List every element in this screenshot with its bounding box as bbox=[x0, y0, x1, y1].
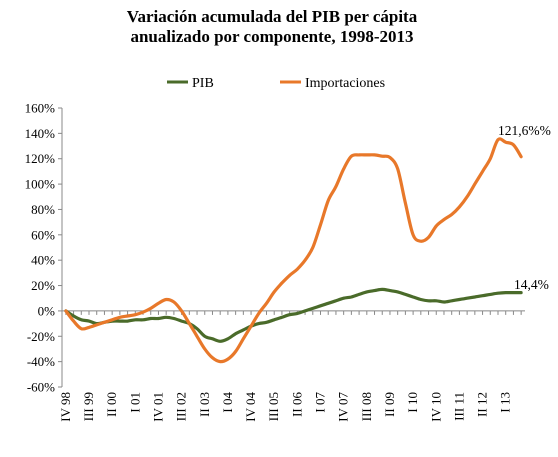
x-tick-label: I 13 bbox=[498, 392, 513, 413]
x-tick-label: I 01 bbox=[127, 392, 142, 413]
x-tick-label: IV 07 bbox=[336, 392, 351, 422]
x-tick-label: III 08 bbox=[359, 392, 374, 421]
y-tick-label: 160% bbox=[25, 101, 56, 116]
x-tick-label: IV 04 bbox=[243, 392, 258, 422]
x-axis: IV 98 III 99 II 00 I 01 IV 01 III 02 II 03 I 04… bbox=[58, 310, 525, 422]
series-line-importaciones bbox=[64, 137, 523, 364]
annotation-importaciones: 121,6%% bbox=[498, 123, 551, 138]
legend-importaciones-label: Importaciones bbox=[305, 76, 385, 91]
x-tick-label: IV 10 bbox=[428, 392, 443, 422]
x-tick-label: IV 98 bbox=[58, 392, 73, 422]
y-tick-label: 40% bbox=[31, 253, 55, 268]
x-tick-label: III 99 bbox=[81, 392, 96, 421]
y-tick-label: 100% bbox=[25, 177, 56, 192]
x-tick-label: I 10 bbox=[405, 392, 420, 413]
x-tick-label: I 04 bbox=[220, 392, 235, 413]
x-tick-label: III 11 bbox=[451, 392, 466, 421]
y-tick-label: 60% bbox=[31, 227, 55, 242]
x-tick-label: II 00 bbox=[104, 392, 119, 417]
y-tick-label: 0% bbox=[38, 303, 56, 318]
y-axis: -60% -40% -20% 0% 20% 40% 60% 80% 100% 120% 140% 16… bbox=[25, 101, 63, 395]
x-tick-label: IV 01 bbox=[150, 392, 165, 422]
y-tick-label: -60% bbox=[27, 380, 55, 395]
y-tick-label: 120% bbox=[25, 151, 56, 166]
x-tick-label: II 12 bbox=[475, 392, 490, 417]
y-tick-label: -40% bbox=[27, 354, 55, 369]
x-tick-label: II 06 bbox=[289, 392, 304, 417]
y-tick-label: 20% bbox=[31, 278, 55, 293]
y-tick-label: 80% bbox=[31, 202, 55, 217]
legend: PIB Importaciones bbox=[167, 76, 385, 91]
series-layer bbox=[64, 137, 523, 364]
y-tick-label: -20% bbox=[27, 329, 55, 344]
x-tick-label: II 03 bbox=[197, 392, 212, 417]
legend-pib-label: PIB bbox=[192, 76, 214, 91]
series-line-pib bbox=[64, 287, 523, 343]
annotation-pib: 14,4% bbox=[514, 277, 549, 292]
x-tick-label: I 07 bbox=[313, 392, 328, 413]
x-tick-label: II 09 bbox=[382, 392, 397, 417]
chart-title-line1: Variación acumulada del PIB per cápita bbox=[127, 7, 418, 26]
chart-title-line2: anualizado por componente, 1998-2013 bbox=[130, 27, 413, 46]
y-tick-label: 140% bbox=[25, 126, 56, 141]
x-tick-label: III 02 bbox=[174, 392, 189, 421]
x-tick-label: III 05 bbox=[266, 392, 281, 421]
